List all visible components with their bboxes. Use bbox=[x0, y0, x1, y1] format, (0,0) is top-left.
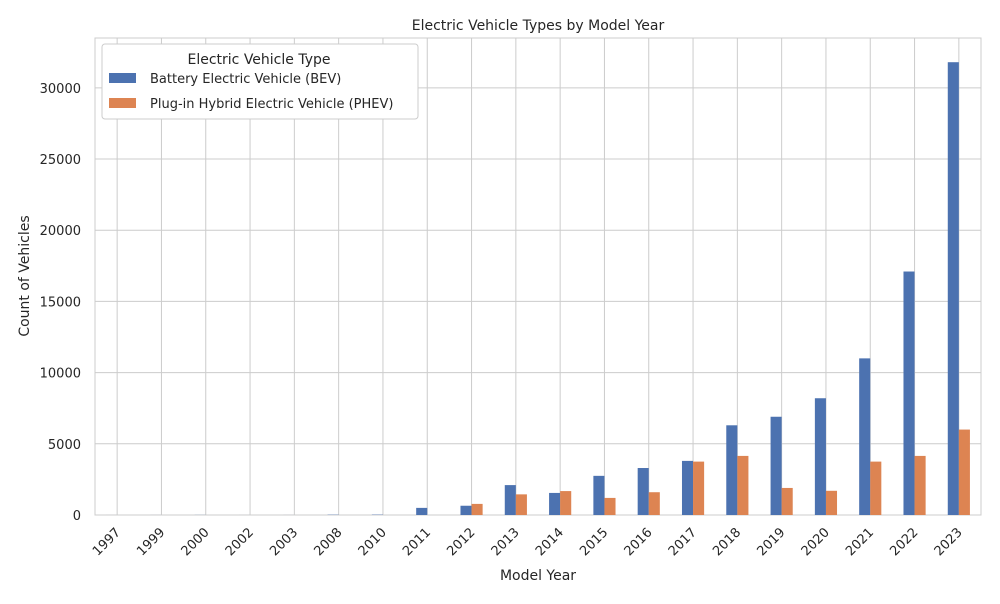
bar-phev-2020 bbox=[826, 491, 837, 515]
bar-bev-2022 bbox=[903, 272, 914, 515]
bar-phev-2018 bbox=[737, 456, 748, 515]
bar-phev-2014 bbox=[560, 491, 571, 515]
x-tick-label: 1999 bbox=[134, 525, 168, 559]
x-tick-label: 2013 bbox=[489, 525, 523, 559]
x-tick-label: 2008 bbox=[311, 525, 345, 559]
bar-phev-2019 bbox=[782, 488, 793, 515]
x-tick-label: 2020 bbox=[799, 525, 833, 559]
bar-bev-2015 bbox=[593, 476, 604, 515]
x-tick-label: 1997 bbox=[90, 525, 124, 559]
bar-phev-2015 bbox=[604, 498, 615, 515]
bar-bev-2021 bbox=[859, 358, 870, 515]
chart-title: Electric Vehicle Types by Model Year bbox=[412, 18, 665, 34]
y-tick-label: 20000 bbox=[40, 224, 81, 239]
bar-bev-2012 bbox=[460, 506, 471, 515]
bar-bev-2023 bbox=[948, 62, 959, 515]
y-tick-label: 5000 bbox=[48, 438, 81, 453]
x-tick-label: 2003 bbox=[267, 525, 301, 559]
y-tick-label: 0 bbox=[73, 509, 81, 524]
x-tick-label: 2015 bbox=[577, 525, 611, 559]
bar-bev-2016 bbox=[638, 468, 649, 515]
x-tick-label: 2021 bbox=[843, 525, 877, 559]
bar-bev-2020 bbox=[815, 398, 826, 515]
legend-label-phev: Plug-in Hybrid Electric Vehicle (PHEV) bbox=[150, 97, 393, 112]
bar-phev-2023 bbox=[959, 430, 970, 515]
x-tick-label: 2022 bbox=[887, 525, 921, 559]
x-tick-label: 2011 bbox=[400, 525, 434, 559]
bar-phev-2016 bbox=[649, 492, 660, 515]
bar-bev-2017 bbox=[682, 461, 693, 515]
bar-phev-2013 bbox=[516, 494, 527, 515]
x-tick-label: 2002 bbox=[223, 525, 257, 559]
y-tick-label: 10000 bbox=[40, 367, 81, 382]
x-tick-label: 2016 bbox=[622, 525, 656, 559]
y-axis-ticks: 0 5000 10000 15000 20000 25000 30000 bbox=[40, 82, 81, 524]
bar-phev-2022 bbox=[915, 456, 926, 515]
x-axis-ticks: 1997 1999 2000 2002 2003 2008 2010 2011 2012 2013… bbox=[90, 525, 966, 559]
legend-label-bev: Battery Electric Vehicle (BEV) bbox=[150, 72, 341, 87]
x-axis-label: Model Year bbox=[500, 568, 576, 584]
y-tick-label: 30000 bbox=[40, 82, 81, 97]
bar-bev-2019 bbox=[771, 417, 782, 515]
legend: Electric Vehicle Type Battery Electric V… bbox=[102, 44, 418, 119]
bar-bev-2018 bbox=[726, 425, 737, 515]
legend-swatch-bev bbox=[109, 73, 136, 83]
bar-bev-2011 bbox=[416, 508, 427, 515]
x-tick-label: 2000 bbox=[179, 525, 213, 559]
x-tick-label: 2014 bbox=[533, 525, 567, 559]
x-tick-label: 2018 bbox=[710, 525, 744, 559]
y-tick-label: 25000 bbox=[40, 153, 81, 168]
y-tick-label: 15000 bbox=[40, 295, 81, 310]
bar-phev-2021 bbox=[870, 462, 881, 515]
legend-swatch-phev bbox=[109, 98, 136, 108]
x-tick-label: 2017 bbox=[666, 525, 700, 559]
legend-title: Electric Vehicle Type bbox=[187, 52, 330, 68]
x-tick-label: 2012 bbox=[444, 525, 478, 559]
bar-bev-2013 bbox=[505, 485, 516, 515]
bar-phev-2012 bbox=[472, 504, 483, 515]
x-tick-label: 2010 bbox=[356, 525, 390, 559]
y-axis-label: Count of Vehicles bbox=[17, 215, 33, 336]
x-tick-label: 2019 bbox=[754, 525, 788, 559]
bar-bev-2014 bbox=[549, 493, 560, 515]
x-tick-label: 2023 bbox=[932, 525, 966, 559]
bar-phev-2017 bbox=[693, 462, 704, 515]
